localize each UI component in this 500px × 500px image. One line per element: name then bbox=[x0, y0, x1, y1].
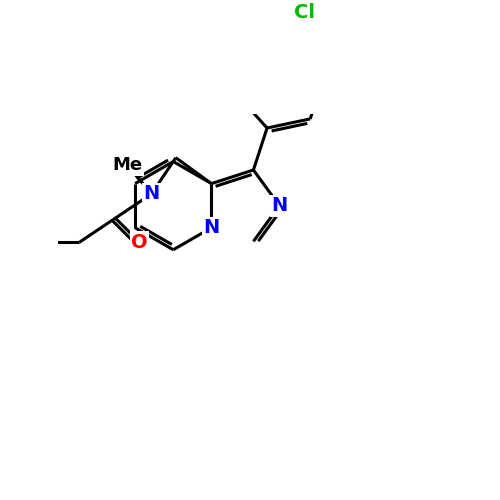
Text: Me: Me bbox=[112, 156, 142, 174]
Text: N: N bbox=[271, 196, 287, 215]
Text: O: O bbox=[132, 233, 148, 252]
Text: N: N bbox=[144, 184, 160, 204]
Text: Cl: Cl bbox=[294, 3, 315, 22]
Text: N: N bbox=[204, 218, 220, 237]
